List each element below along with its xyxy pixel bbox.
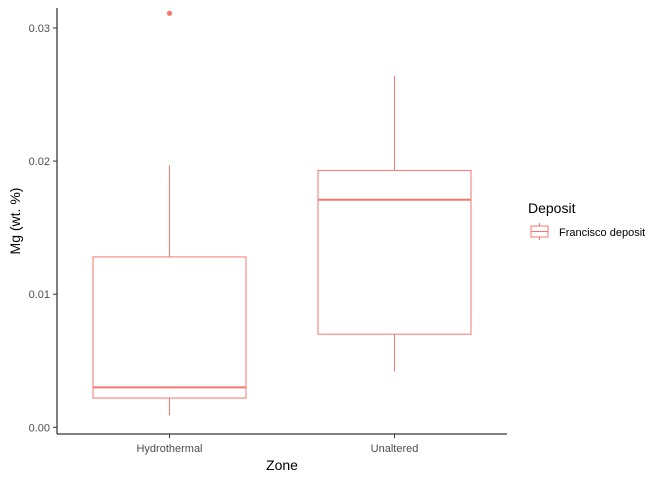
y-tick-label: 0.03 [29,23,50,35]
x-axis-ticks: Hydrothermal Unaltered [136,434,418,455]
x-tick-label: Unaltered [371,443,419,455]
box-iqr [92,256,247,399]
plot-area [92,10,472,416]
outlier-point [166,10,173,16]
box-unaltered [317,75,472,372]
legend-title: Deposit [528,200,576,216]
x-axis-title: Zone [266,457,298,473]
y-tick-label: 0.02 [29,156,50,168]
y-tick-label: 0.01 [29,289,50,301]
y-axis-ticks: 0.00 0.01 0.02 0.03 [29,23,57,434]
box-hydrothermal [92,10,247,416]
legend: Deposit Francisco deposit [528,200,645,240]
y-axis-title: Mg (wt. %) [7,188,23,255]
y-tick-label: 0.00 [29,422,50,434]
legend-key-box-icon [530,223,549,240]
x-tick-label: Hydrothermal [136,443,202,455]
legend-entry-label: Francisco deposit [559,227,645,239]
box-iqr [317,169,472,335]
